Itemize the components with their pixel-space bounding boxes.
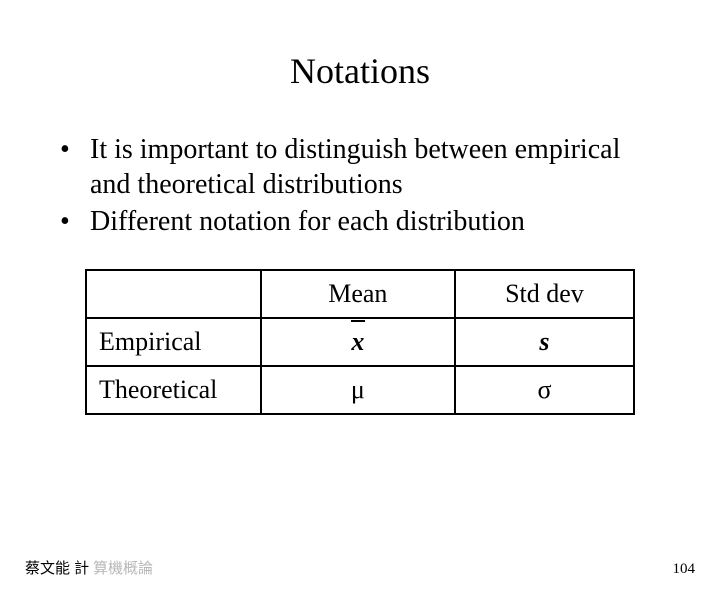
- table-row: Empirical x s: [86, 318, 634, 366]
- table-row: Theoretical μ σ: [86, 366, 634, 414]
- table-header-row: Mean Std dev: [86, 270, 634, 318]
- footer-ghost-text: 算機概論: [93, 557, 153, 578]
- theoretical-mean-cell: μ: [261, 366, 455, 414]
- s-symbol: s: [539, 327, 549, 356]
- page-number: 104: [673, 561, 696, 578]
- bullet-item: Different notation for each distribution: [60, 204, 660, 239]
- mean-header: Mean: [261, 270, 455, 318]
- xbar-overline: [351, 320, 365, 322]
- empty-header-cell: [86, 270, 261, 318]
- bullet-list: It is important to distinguish between e…: [60, 132, 660, 239]
- theoretical-label: Theoretical: [86, 366, 261, 414]
- empirical-label: Empirical: [86, 318, 261, 366]
- slide-title: Notations: [0, 50, 720, 92]
- bullet-item: It is important to distinguish between e…: [60, 132, 660, 202]
- empirical-stddev-cell: s: [455, 318, 634, 366]
- notation-table-container: Mean Std dev Empirical x s Theoretical μ…: [85, 269, 635, 415]
- empirical-mean-cell: x: [261, 318, 455, 366]
- sigma-symbol: σ: [537, 375, 551, 404]
- stddev-header: Std dev: [455, 270, 634, 318]
- notation-table: Mean Std dev Empirical x s Theoretical μ…: [85, 269, 635, 415]
- mu-symbol: μ: [351, 375, 365, 404]
- xbar-symbol: x: [351, 327, 364, 357]
- footer-author: 蔡文能 計: [25, 557, 89, 578]
- theoretical-stddev-cell: σ: [455, 366, 634, 414]
